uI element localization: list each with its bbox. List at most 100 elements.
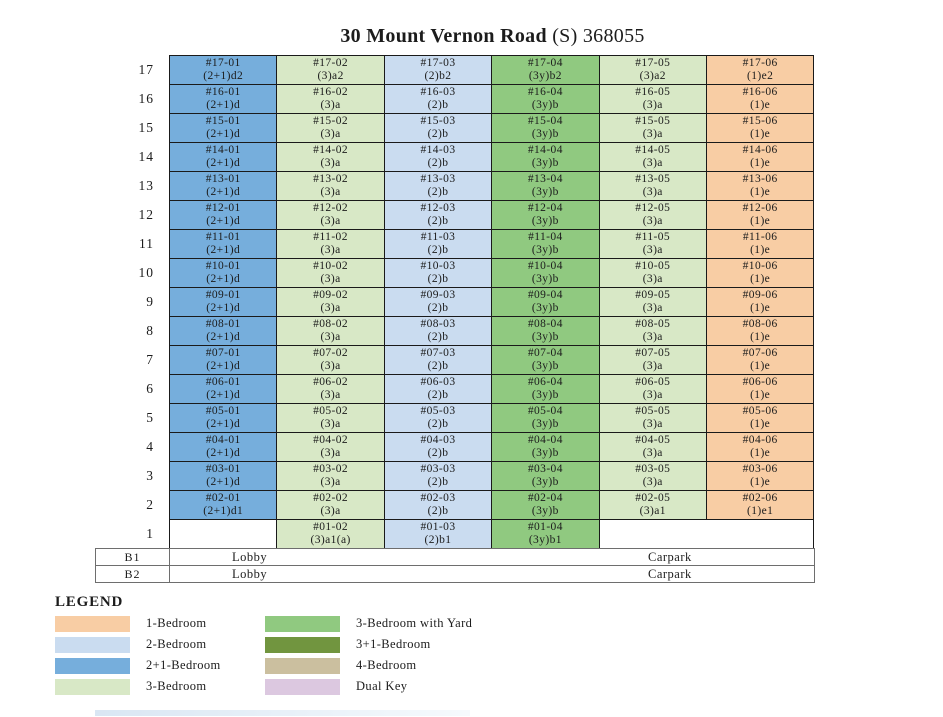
legend-swatch-1bed [55, 615, 130, 632]
unit-type: (3y)b2 [528, 70, 562, 82]
unit-cell-09-02: #09-02 (3)a [276, 287, 385, 317]
unit-cell-08-05: #08-05 (3)a [598, 316, 707, 346]
legend-column-right: 3-Bedroom with Yard 3+1-Bedroom 4-Bedroom D… [265, 613, 472, 697]
unit-cell-10-06: #10-06 (1)e [705, 258, 815, 288]
unit-type: (2)b [427, 476, 449, 488]
unit-cell-04-03: #04-03 (2)b [383, 432, 493, 462]
legend-label: 3+1-Bedroom [356, 637, 431, 651]
unit-type: (3)a2 [317, 70, 344, 82]
unit-type: (2+1)d [206, 157, 241, 169]
unit-number: #04-01 [205, 434, 241, 447]
unit-number: #16-06 [742, 86, 778, 99]
unit-number: #15-01 [205, 115, 241, 128]
unit-type: (2)b [427, 331, 449, 343]
legend-item: 3-Bedroom [55, 676, 221, 697]
unit-number: #08-04 [527, 318, 563, 331]
unit-type: (3)a [642, 447, 663, 459]
unit-type: (3)a [642, 418, 663, 430]
unit-type: (2+1)d [206, 128, 241, 140]
unit-cell-09-05: #09-05 (3)a [598, 287, 707, 317]
legend-item: 4-Bedroom [265, 655, 472, 676]
unit-number: #10-02 [313, 260, 349, 273]
unit-type: (2)b2 [424, 70, 452, 82]
unit-cell-16-05: #16-05 (3)a [598, 84, 707, 114]
unit-cell-02-05: #02-05 (3)a1 [598, 490, 707, 520]
unit-type: (3y)b [531, 273, 559, 285]
unit-number: #07-05 [635, 347, 671, 360]
unit-number: #11-06 [742, 231, 778, 244]
basement-row-B2: B2 Lobby Carpark [95, 565, 815, 583]
unit-type: (1)e [750, 418, 771, 430]
unit-cell-10-02: #10-02 (3)a [276, 258, 385, 288]
unit-type: (1)e [750, 157, 771, 169]
unit-cell-07-04: #07-04 (3y)b [491, 345, 600, 375]
unit-type: (2+1)d [206, 186, 241, 198]
unit-number: #09-06 [742, 289, 778, 302]
floor-label: 3 [146, 468, 154, 483]
legend-label: 4-Bedroom [356, 658, 417, 672]
unit-type: (2)b [427, 447, 449, 459]
unit-cell-12-06: #12-06 (1)e [705, 200, 815, 230]
unit-type: (3)a [642, 476, 663, 488]
unit-type: (3)a2 [639, 70, 666, 82]
unit-number: #17-01 [205, 57, 241, 70]
unit-type: (3)a [320, 476, 341, 488]
unit-cell-16-04: #16-04 (3y)b [491, 84, 600, 114]
unit-type: (2)b [427, 360, 449, 372]
unit-type: (2+1)d [206, 447, 241, 459]
unit-type: (3)a [642, 244, 663, 256]
title-address: 30 Mount Vernon Road [340, 25, 547, 47]
unit-number: #07-02 [313, 347, 349, 360]
unit-number: #10-05 [635, 260, 671, 273]
floor-row-17: 17 #17-01 (2+1)d2 #17-02 (3)a2 #17-03 (2)b2 #17… [95, 55, 815, 85]
unit-cell-09-03: #09-03 (2)b [383, 287, 493, 317]
floor-label: 8 [146, 323, 154, 338]
unit-cell-09-01: #09-01 (2+1)d [169, 287, 278, 317]
unit-cell-05-02: #05-02 (3)a [276, 403, 385, 433]
lobby-label: Lobby [232, 567, 268, 581]
unit-cell-12-01: #12-01 (2+1)d [169, 200, 278, 230]
unit-cell-05-04: #05-04 (3y)b [491, 403, 600, 433]
unit-number: #02-03 [420, 492, 456, 505]
unit-number: #08-03 [420, 318, 456, 331]
lobby-label: Lobby [232, 550, 268, 564]
unit-type: (2+1)d [206, 244, 241, 256]
unit-cell-15-04: #15-04 (3y)b [491, 113, 600, 143]
legend-label: 1-Bedroom [146, 616, 207, 630]
floor-row-8: 8 #08-01 (2+1)d #08-02 (3)a #08-03 (2)b #08-04(… [95, 316, 815, 346]
unit-number: #08-02 [313, 318, 349, 331]
unit-type: (2)b [427, 389, 449, 401]
unit-cell-03-02: #03-02 (3)a [276, 461, 385, 491]
unit-number: #17-05 [635, 57, 671, 70]
unit-type: (3y)b [531, 331, 559, 343]
unit-type: (3y)b [531, 389, 559, 401]
unit-number: #17-02 [313, 57, 349, 70]
unit-number: #06-04 [527, 376, 563, 389]
unit-cell-08-02: #08-02 (3)a [276, 316, 385, 346]
unit-cell-13-06: #13-06 (1)e [705, 171, 815, 201]
unit-type: (1)e [750, 215, 771, 227]
floor-row-13: 13 #13-01 (2+1)d #13-02 (3)a #13-03 (2)b #13-04… [95, 171, 815, 201]
unit-cell-13-03: #13-03 (2)b [383, 171, 493, 201]
unit-type: (3y)b1 [528, 534, 562, 546]
unit-cell-01-04: #01-04 (3y)b1 [491, 519, 600, 549]
unit-number: #12-05 [635, 202, 671, 215]
unit-number: #02-04 [527, 492, 563, 505]
unit-type: (2)b [427, 418, 449, 430]
unit-cell-15-03: #15-03 (2)b [383, 113, 493, 143]
unit-number: #08-06 [742, 318, 778, 331]
unit-cell-03-06: #03-06 (1)e [705, 461, 815, 491]
floor-label: 6 [146, 381, 154, 396]
unit-type: (2)b [427, 128, 449, 140]
unit-cell-10-01: #10-01 (2+1)d [169, 258, 278, 288]
unit-type: (2)b [427, 302, 449, 314]
unit-type: (3)a [642, 360, 663, 372]
page-title: 30 Mount Vernon Road (S) 368055 [170, 25, 815, 48]
unit-cell-13-04: #13-04 (3y)b [491, 171, 600, 201]
basement-label: B1 [95, 548, 170, 566]
unit-number: #10-03 [420, 260, 456, 273]
unit-type: (3)a [320, 244, 341, 256]
unit-cell-07-05: #07-05 (3)a [598, 345, 707, 375]
unit-number: #03-03 [420, 463, 456, 476]
floor-label: 17 [138, 62, 154, 77]
